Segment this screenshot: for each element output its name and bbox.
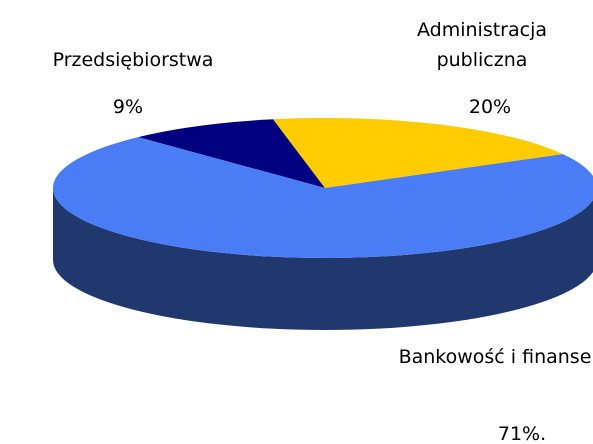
pie-slice bbox=[273, 118, 563, 188]
slice-label: Bankowość i finanse bbox=[398, 346, 592, 368]
value-label: 71%. bbox=[497, 423, 547, 444]
pie-slice-side bbox=[53, 188, 593, 330]
value-label: 9% bbox=[112, 96, 144, 118]
pie-slice bbox=[53, 137, 593, 258]
slice-label: Administracja publiczna bbox=[416, 19, 547, 71]
slice-label: Przedsiębiorstwa bbox=[52, 49, 214, 71]
value-label: 20% bbox=[468, 96, 512, 118]
pie-slice bbox=[138, 119, 325, 188]
